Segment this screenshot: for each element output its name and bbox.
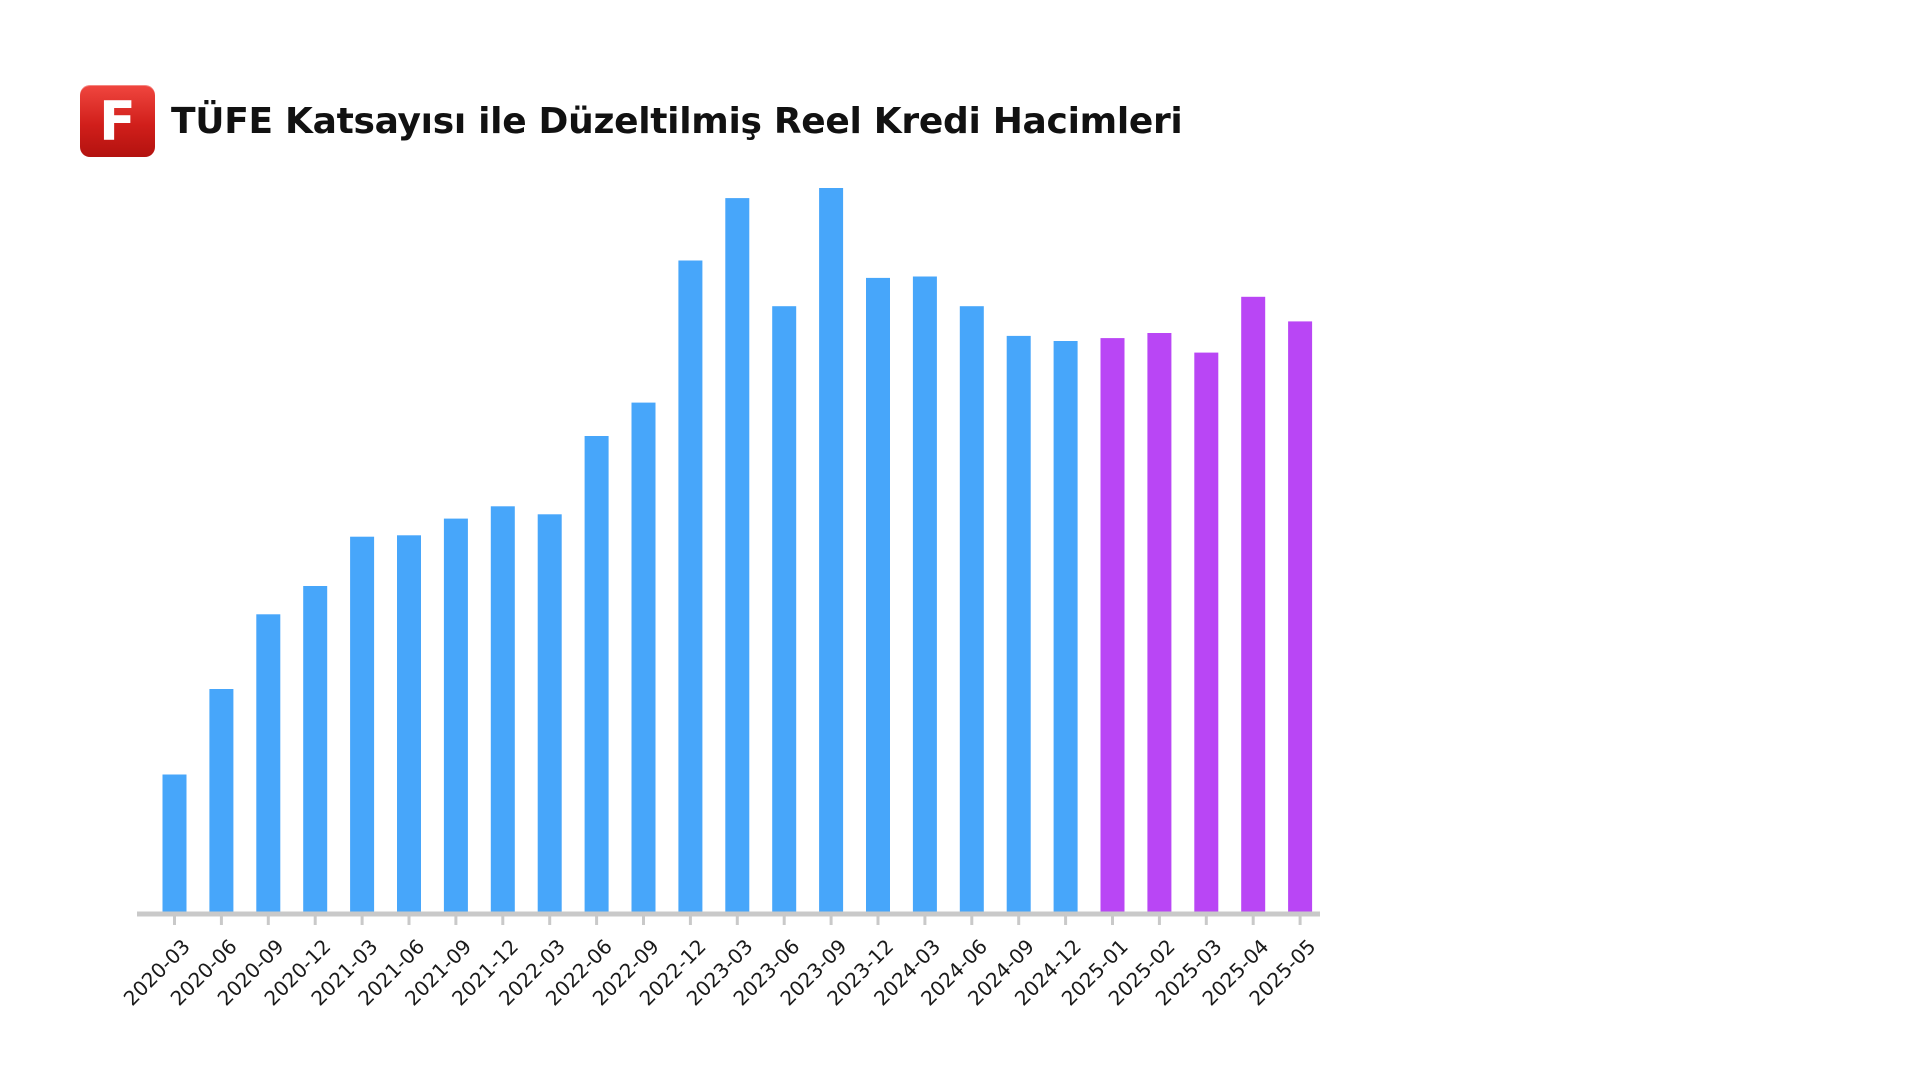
bar-2022-03 (537, 514, 562, 914)
bar-2021-12 (490, 506, 515, 913)
bar-2021-06 (397, 535, 421, 913)
chart-header: F TÜFE Katsayısı ile Düzeltilmiş Reel Kr… (80, 84, 1183, 158)
bar-2025-04 (1241, 296, 1266, 914)
x-axis-labels: 2020-032020-062020-092020-122021-032021-… (119, 934, 1321, 1010)
bar-2022-09 (631, 402, 656, 913)
bar-2023-09 (819, 188, 844, 913)
bar-2022-06 (584, 436, 609, 913)
bar-2020-06 (209, 689, 234, 913)
bar-2025-03 (1194, 352, 1219, 914)
bar-2020-09 (256, 614, 281, 913)
bar-2022-12 (678, 260, 703, 913)
bar-2024-12 (1053, 341, 1078, 913)
bar-2025-01 (1100, 338, 1125, 914)
x-axis-ticks (173, 913, 1302, 925)
bar-2024-09 (1006, 335, 1031, 913)
bar-2020-03 (162, 774, 187, 913)
chart-title: TÜFE Katsayısı ile Düzeltilmiş Reel Kred… (171, 100, 1183, 142)
bar-2021-09 (443, 518, 468, 913)
bar-2023-06 (772, 306, 797, 913)
bars-layer (162, 188, 1313, 914)
bar-2025-05 (1288, 321, 1313, 913)
bar-2020-12 (303, 586, 328, 913)
bar-2021-03 (350, 536, 375, 913)
brand-logo: F (80, 85, 155, 157)
logo-letter: F (99, 90, 136, 153)
bar-2024-06 (959, 306, 984, 913)
bar-2023-12 (866, 277, 890, 913)
bar-2023-03 (725, 198, 750, 914)
bar-2024-03 (912, 276, 937, 913)
bar-2025-02 (1147, 333, 1172, 913)
